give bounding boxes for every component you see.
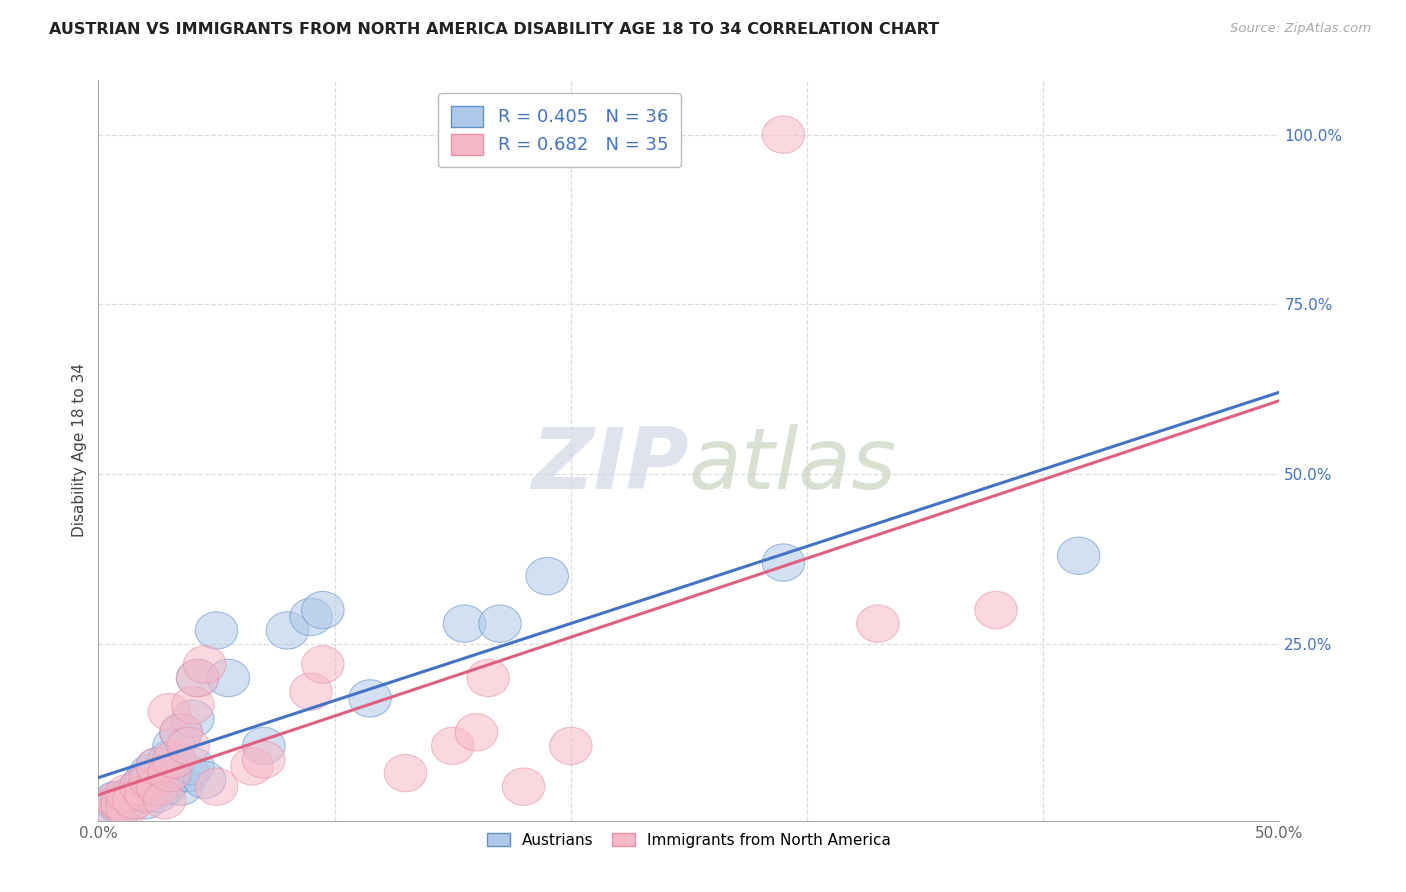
Ellipse shape bbox=[148, 755, 191, 792]
Text: ZIP: ZIP bbox=[531, 424, 689, 507]
Ellipse shape bbox=[143, 781, 186, 819]
Ellipse shape bbox=[136, 768, 179, 805]
Ellipse shape bbox=[456, 714, 498, 751]
Ellipse shape bbox=[105, 789, 148, 826]
Ellipse shape bbox=[153, 727, 195, 764]
Ellipse shape bbox=[105, 781, 148, 819]
Ellipse shape bbox=[266, 612, 309, 649]
Ellipse shape bbox=[974, 591, 1018, 629]
Ellipse shape bbox=[183, 761, 226, 798]
Ellipse shape bbox=[124, 761, 167, 798]
Ellipse shape bbox=[167, 755, 209, 792]
Ellipse shape bbox=[290, 673, 332, 710]
Ellipse shape bbox=[195, 768, 238, 805]
Ellipse shape bbox=[478, 605, 522, 642]
Ellipse shape bbox=[96, 785, 139, 822]
Ellipse shape bbox=[290, 599, 332, 635]
Ellipse shape bbox=[231, 747, 273, 785]
Ellipse shape bbox=[160, 768, 202, 805]
Ellipse shape bbox=[94, 781, 136, 819]
Ellipse shape bbox=[129, 761, 172, 798]
Ellipse shape bbox=[148, 693, 191, 731]
Ellipse shape bbox=[172, 687, 214, 723]
Ellipse shape bbox=[762, 116, 804, 153]
Ellipse shape bbox=[124, 775, 167, 812]
Ellipse shape bbox=[143, 768, 186, 805]
Ellipse shape bbox=[183, 646, 226, 683]
Ellipse shape bbox=[101, 785, 143, 822]
Ellipse shape bbox=[136, 747, 179, 785]
Ellipse shape bbox=[160, 714, 202, 751]
Ellipse shape bbox=[172, 747, 214, 785]
Ellipse shape bbox=[502, 768, 546, 805]
Ellipse shape bbox=[301, 591, 344, 629]
Ellipse shape bbox=[856, 605, 900, 642]
Ellipse shape bbox=[101, 781, 143, 819]
Ellipse shape bbox=[160, 714, 202, 751]
Ellipse shape bbox=[167, 727, 209, 764]
Ellipse shape bbox=[153, 741, 195, 778]
Ellipse shape bbox=[349, 680, 391, 717]
Ellipse shape bbox=[96, 781, 139, 819]
Ellipse shape bbox=[89, 789, 132, 826]
Ellipse shape bbox=[112, 775, 155, 812]
Ellipse shape bbox=[136, 747, 179, 785]
Ellipse shape bbox=[176, 659, 219, 697]
Ellipse shape bbox=[89, 789, 132, 826]
Ellipse shape bbox=[101, 789, 143, 826]
Ellipse shape bbox=[242, 741, 285, 778]
Ellipse shape bbox=[443, 605, 486, 642]
Ellipse shape bbox=[136, 775, 179, 812]
Ellipse shape bbox=[207, 659, 250, 697]
Text: AUSTRIAN VS IMMIGRANTS FROM NORTH AMERICA DISABILITY AGE 18 TO 34 CORRELATION CH: AUSTRIAN VS IMMIGRANTS FROM NORTH AMERIC… bbox=[49, 22, 939, 37]
Ellipse shape bbox=[384, 755, 427, 792]
Legend: Austrians, Immigrants from North America: Austrians, Immigrants from North America bbox=[481, 826, 897, 854]
Ellipse shape bbox=[1057, 537, 1099, 574]
Ellipse shape bbox=[105, 775, 148, 812]
Text: Source: ZipAtlas.com: Source: ZipAtlas.com bbox=[1230, 22, 1371, 36]
Ellipse shape bbox=[112, 781, 155, 819]
Ellipse shape bbox=[467, 659, 509, 697]
Ellipse shape bbox=[148, 761, 191, 798]
Ellipse shape bbox=[432, 727, 474, 764]
Ellipse shape bbox=[526, 558, 568, 595]
Ellipse shape bbox=[301, 646, 344, 683]
Ellipse shape bbox=[124, 781, 167, 819]
Y-axis label: Disability Age 18 to 34: Disability Age 18 to 34 bbox=[72, 363, 87, 538]
Ellipse shape bbox=[195, 612, 238, 649]
Ellipse shape bbox=[172, 700, 214, 738]
Ellipse shape bbox=[129, 755, 172, 792]
Ellipse shape bbox=[242, 727, 285, 764]
Ellipse shape bbox=[550, 727, 592, 764]
Ellipse shape bbox=[120, 768, 162, 805]
Ellipse shape bbox=[148, 741, 191, 778]
Text: atlas: atlas bbox=[689, 424, 897, 507]
Ellipse shape bbox=[762, 544, 804, 582]
Ellipse shape bbox=[120, 768, 162, 805]
Ellipse shape bbox=[176, 659, 219, 697]
